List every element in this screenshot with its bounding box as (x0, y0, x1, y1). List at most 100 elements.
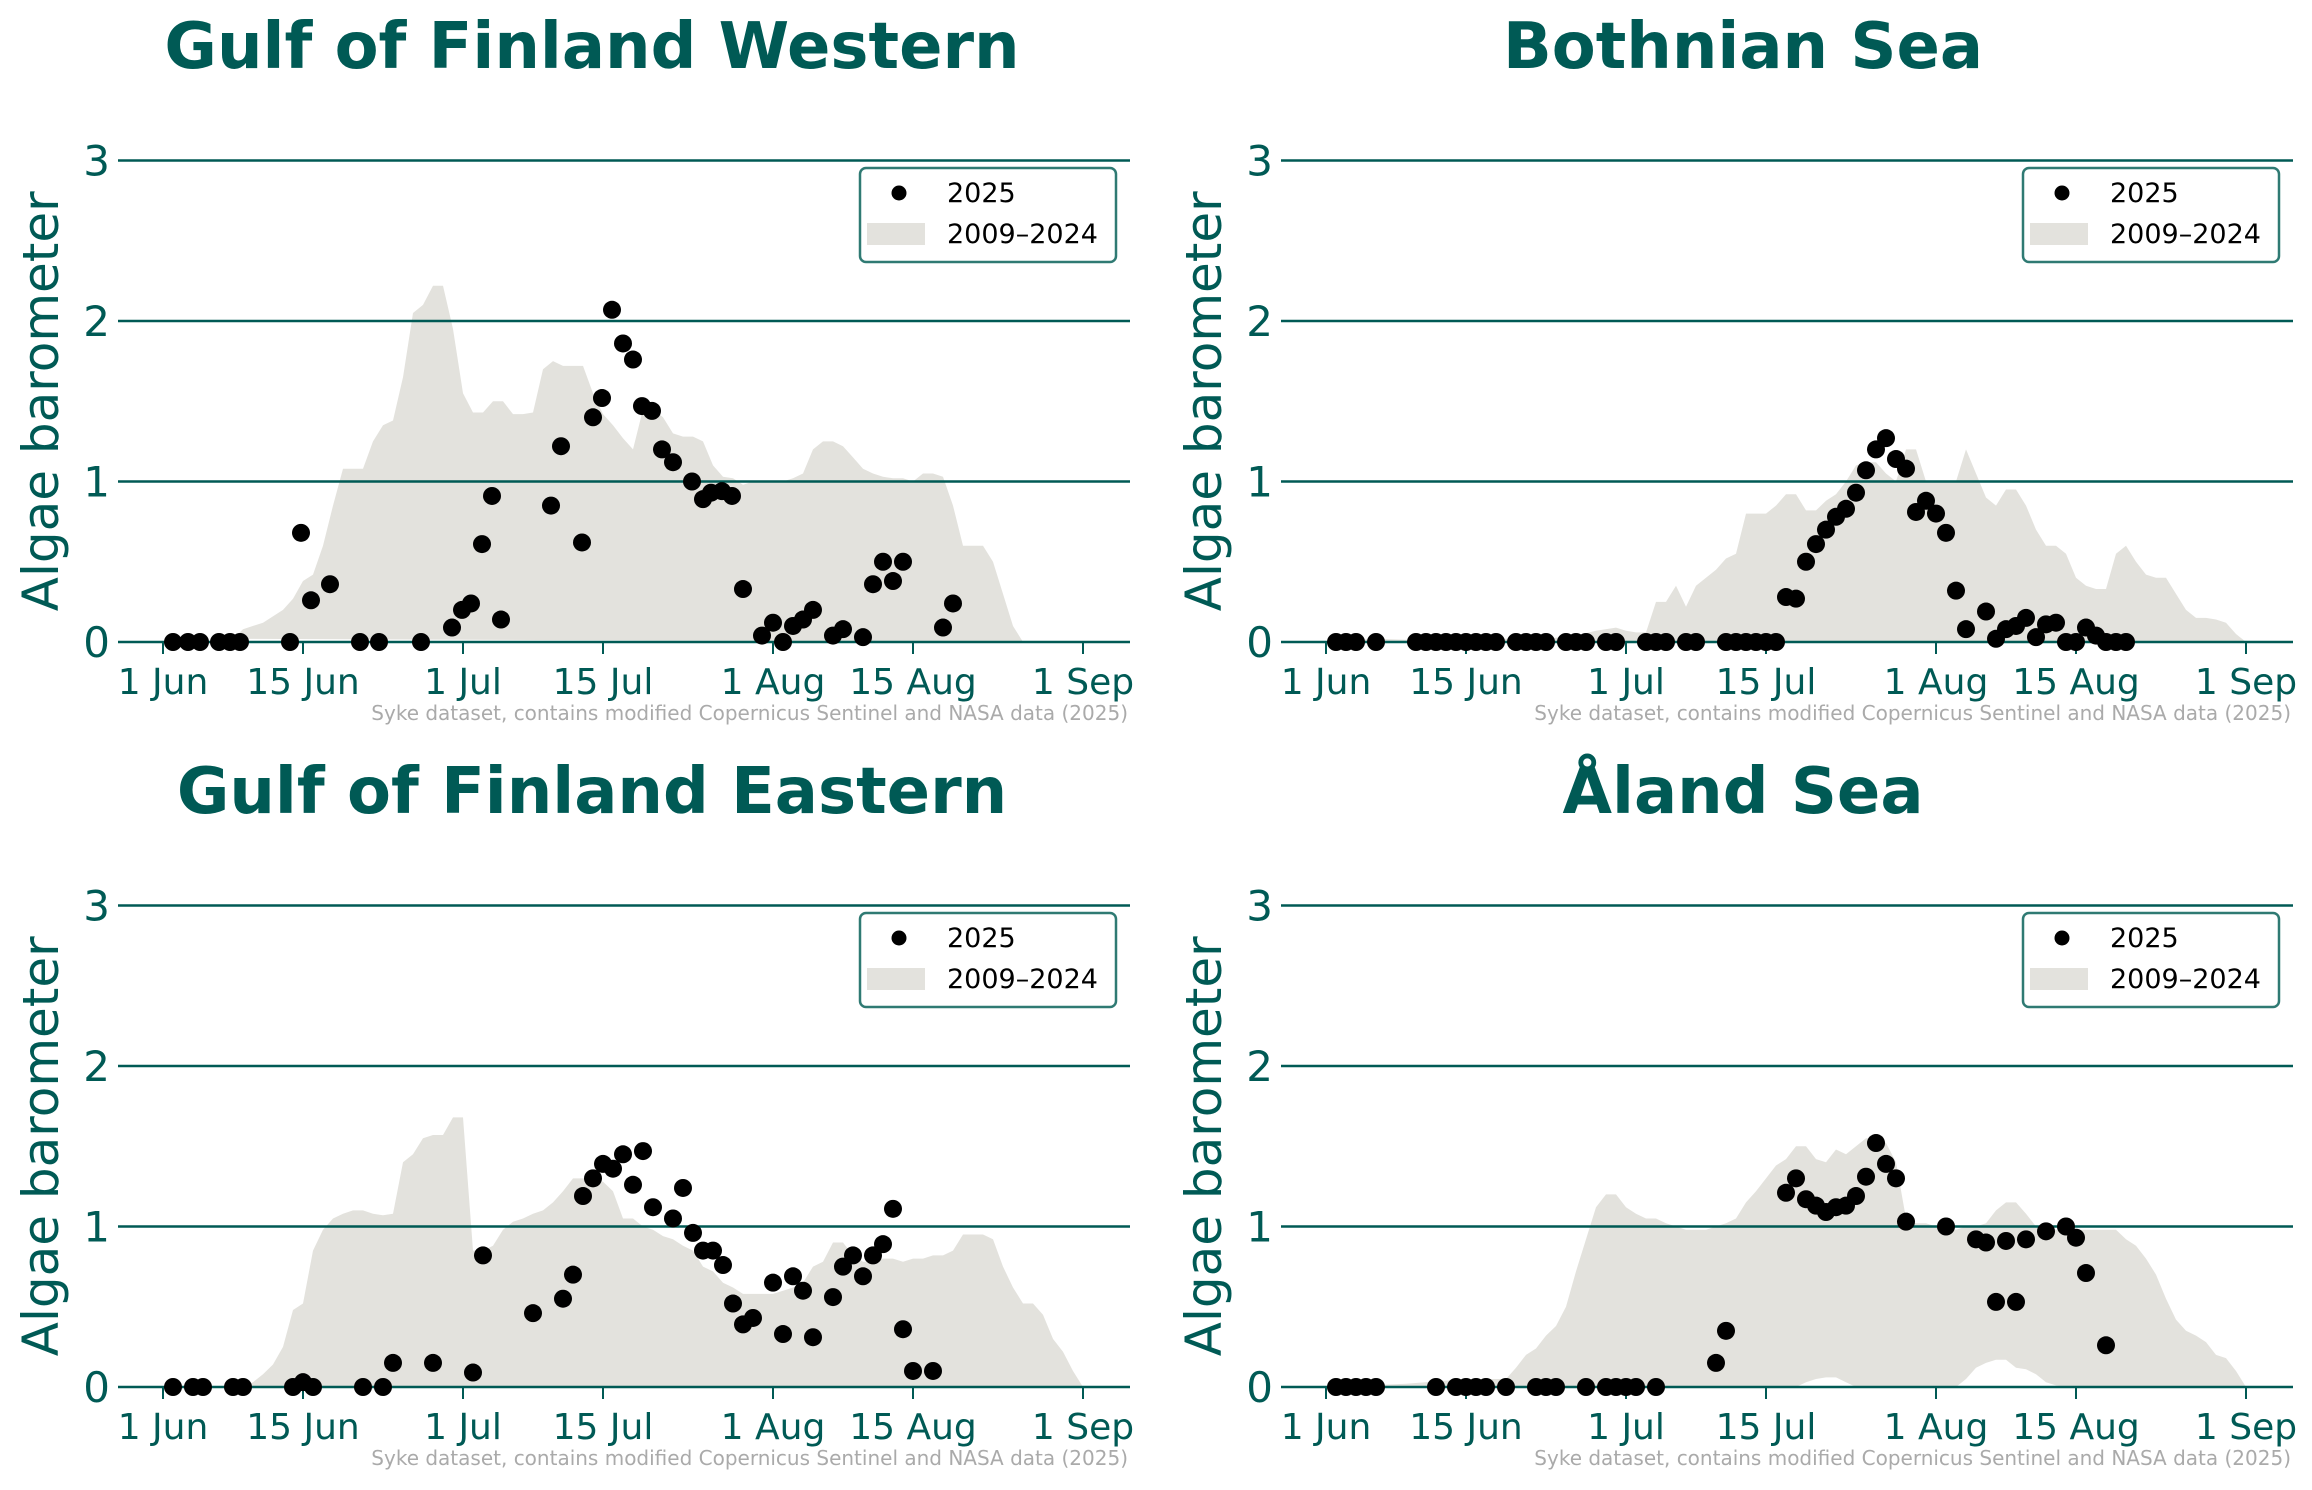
data-point-2025 (2077, 1264, 2095, 1283)
data-point-2025 (304, 1378, 322, 1396)
y-tick-label: 3 (1246, 882, 1273, 931)
data-point-2025 (944, 594, 962, 613)
data-point-2025 (934, 618, 952, 637)
legend-label-band: 2009–2024 (947, 964, 1098, 995)
data-point-2025 (1817, 520, 1835, 539)
y-tick-label: 2 (83, 1042, 110, 1091)
data-point-2025 (1607, 633, 1625, 651)
data-point-2025 (1797, 552, 1815, 571)
data-point-2025 (542, 496, 560, 515)
legend-marker-2025 (891, 930, 907, 946)
data-point-2025 (2027, 628, 2045, 647)
data-point-2025 (2067, 633, 2085, 651)
data-point-2025 (804, 600, 822, 619)
data-point-2025 (684, 1223, 702, 1242)
data-point-2025 (2047, 613, 2065, 632)
y-tick-label: 3 (83, 137, 110, 186)
data-point-2025 (2007, 1292, 2025, 1311)
y-tick-label: 0 (1246, 618, 1273, 667)
legend-swatch-band (867, 968, 925, 990)
data-point-2025 (483, 486, 501, 505)
legend-label-2025: 2025 (2110, 178, 2179, 209)
y-tick-label: 0 (83, 618, 110, 667)
data-point-2025 (2097, 1336, 2115, 1355)
data-point-2025 (844, 1246, 862, 1265)
data-point-2025 (164, 1378, 182, 1396)
x-tick-label: 1 Jul (1587, 1407, 1665, 1448)
data-point-2025 (1847, 483, 1865, 502)
x-tick-label: 1 Sep (2195, 1407, 2297, 1448)
legend-marker-2025 (2054, 185, 2070, 201)
data-point-2025 (593, 389, 611, 408)
data-point-2025 (653, 440, 671, 459)
data-point-2025 (643, 401, 661, 420)
data-point-2025 (1717, 1321, 1735, 1340)
y-axis-label: Algae barometer (12, 936, 70, 1356)
legend: 2025 2009–2024 (2021, 166, 2281, 264)
data-point-2025 (384, 1353, 402, 1372)
data-point-2025 (524, 1304, 542, 1323)
data-point-2025 (552, 437, 570, 456)
data-point-2025 (1537, 633, 1555, 651)
data-point-2025 (351, 633, 369, 651)
data-point-2025 (321, 575, 339, 594)
data-point-2025 (1977, 1233, 1995, 1252)
legend-swatch-band (867, 223, 925, 245)
data-point-2025 (784, 1267, 802, 1286)
data-point-2025 (874, 1235, 892, 1254)
data-point-2025 (1477, 1378, 1495, 1396)
data-point-2025 (683, 472, 701, 491)
chart-title: Gulf of Finland Western (164, 10, 1019, 84)
data-point-2025 (714, 1256, 732, 1275)
data-point-2025 (704, 1241, 722, 1260)
data-point-2025 (1657, 633, 1675, 651)
x-tick-label: 1 Jul (1587, 662, 1665, 703)
data-point-2025 (624, 1175, 642, 1194)
x-tick-label: 1 Aug (721, 662, 826, 703)
data-point-2025 (734, 580, 752, 599)
y-tick-label: 1 (1246, 458, 1273, 507)
x-tick-label: 1 Jun (1281, 662, 1372, 703)
data-point-2025 (1867, 1134, 1885, 1153)
data-point-2025 (603, 300, 621, 319)
data-point-2025 (2017, 1230, 2035, 1249)
data-point-2025 (564, 1265, 582, 1284)
data-point-2025 (281, 633, 299, 651)
data-point-2025 (443, 618, 461, 637)
x-tick-label: 15 Jul (1716, 662, 1817, 703)
band-2009-2024 (1326, 449, 2246, 642)
data-point-2025 (1857, 461, 1875, 480)
chart-svg: Åland Sea 0 1 2 3 1 Jun 15 Jun 1 Jul 15 Jul 1 Aug… (1175, 753, 2297, 1470)
x-tick-label: 15 Jul (553, 1407, 654, 1448)
data-point-2025 (1987, 1292, 2005, 1311)
data-point-2025 (554, 1289, 572, 1308)
y-axis-label: Algae barometer (1175, 191, 1233, 611)
x-tick-label: 15 Jun (246, 1407, 360, 1448)
x-tick-label: 1 Sep (1032, 1407, 1134, 1448)
band-2009-2024 (243, 1117, 1083, 1387)
legend-marker-2025 (2054, 930, 2070, 946)
chart-title: Bothnian Sea (1503, 10, 1983, 84)
x-tick-label: 1 Jul (424, 1407, 502, 1448)
x-tick-label: 1 Sep (1032, 662, 1134, 703)
legend-swatch-band (2030, 223, 2088, 245)
y-tick-label: 1 (83, 1203, 110, 1252)
x-tick-label: 15 Aug (849, 1407, 977, 1448)
x-tick-label: 1 Jun (1281, 1407, 1372, 1448)
data-point-2025 (624, 350, 642, 369)
data-point-2025 (424, 1353, 442, 1372)
data-point-2025 (644, 1198, 662, 1217)
y-tick-label: 2 (1246, 1042, 1273, 1091)
x-tick-label: 15 Jul (1716, 1407, 1817, 1448)
data-point-2025 (1857, 1167, 1875, 1186)
data-point-2025 (191, 633, 209, 651)
data-point-2025 (462, 594, 480, 613)
data-point-2025 (674, 1178, 692, 1197)
x-tick-label: 1 Aug (721, 1407, 826, 1448)
data-point-2025 (473, 535, 491, 554)
chart-title: Gulf of Finland Eastern (177, 755, 1007, 829)
legend-label-2025: 2025 (947, 178, 1016, 209)
data-point-2025 (1877, 429, 1895, 448)
panel-bothnian-sea: Bothnian Sea 0 1 2 3 1 Jun 15 Jun 1 Jul 15 Jul 1 … (1163, 0, 2312, 745)
band-2009-2024 (233, 285, 1023, 642)
